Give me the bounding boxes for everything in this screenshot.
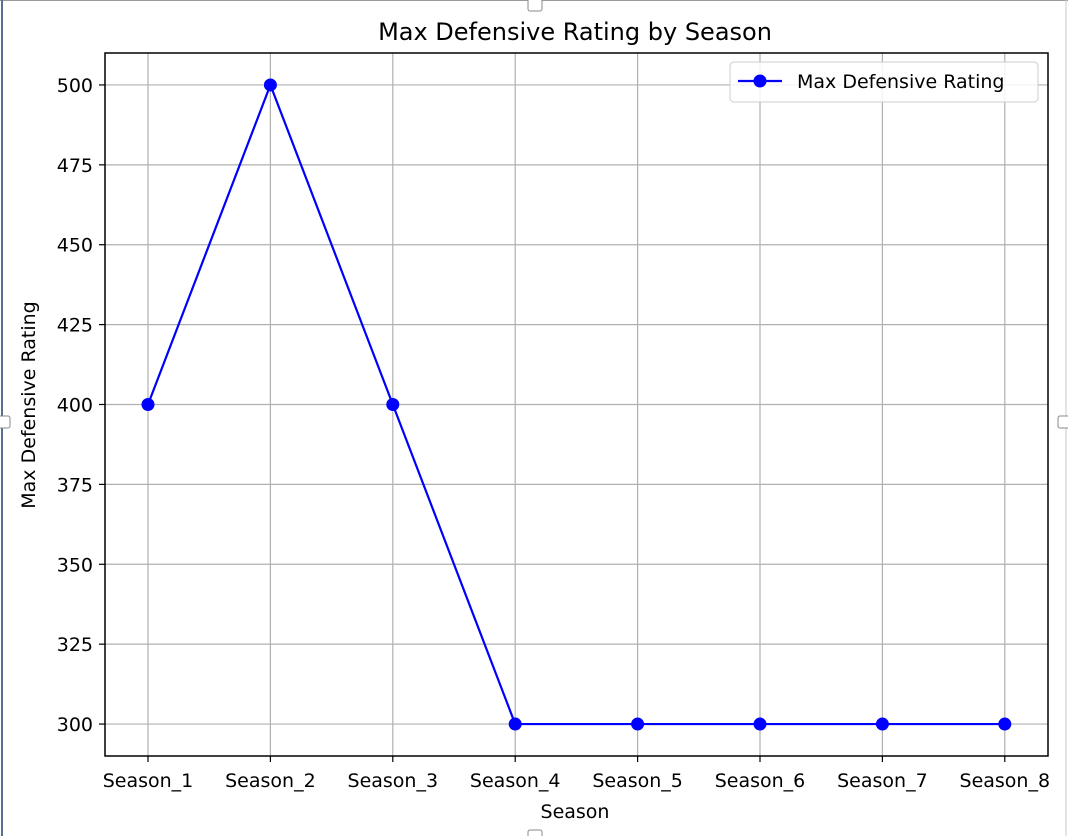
x-tick-label: Season_4 bbox=[470, 770, 561, 792]
legend-marker-sample bbox=[753, 74, 767, 88]
y-tick-label: 475 bbox=[57, 155, 93, 177]
series-line bbox=[146, 81, 1005, 726]
resize-handle-top[interactable] bbox=[527, 0, 543, 12]
resize-handle-right[interactable] bbox=[1057, 415, 1068, 429]
data-point bbox=[875, 717, 889, 731]
gridlines bbox=[105, 53, 1048, 756]
legend-label: Max Defensive Rating bbox=[797, 71, 1004, 93]
x-tick-label: Season_3 bbox=[348, 770, 439, 792]
x-tick-label: Season_1 bbox=[103, 770, 194, 792]
chart-title: Max Defensive Rating by Season bbox=[378, 18, 772, 46]
y-tick-label: 450 bbox=[57, 235, 93, 257]
legend-box bbox=[729, 61, 1039, 103]
x-tick-label: Season_6 bbox=[715, 770, 806, 792]
x-tick-label: Season_5 bbox=[592, 770, 683, 792]
y-axis-title: Max Defensive Rating bbox=[18, 301, 40, 508]
y-tick-label: 325 bbox=[57, 634, 93, 656]
y-tick-label: 375 bbox=[57, 474, 93, 496]
data-point bbox=[631, 717, 645, 731]
x-tick-label: Season_7 bbox=[837, 770, 928, 792]
y-tick-label: 425 bbox=[57, 315, 93, 337]
data-point bbox=[141, 398, 155, 411]
series-layer bbox=[141, 78, 1012, 731]
y-tick-label: 300 bbox=[57, 714, 93, 736]
y-tick-label: 350 bbox=[57, 554, 93, 576]
data-point bbox=[998, 717, 1012, 731]
data-point bbox=[263, 78, 277, 92]
data-point bbox=[386, 398, 400, 411]
x-axis: Season_1 Season_2 Season_3 Season_4 Season_5… bbox=[103, 756, 1050, 792]
resize-handle-left[interactable] bbox=[0, 415, 11, 429]
y-axis: 300 325 350 375 400 425 450 475 500 bbox=[57, 75, 105, 736]
y-tick-label: 400 bbox=[57, 395, 93, 417]
data-point bbox=[753, 717, 767, 731]
x-tick-label: Season_8 bbox=[960, 770, 1051, 792]
y-tick-label: 500 bbox=[57, 75, 93, 97]
data-point bbox=[508, 717, 522, 731]
legend: Max Defensive Rating bbox=[729, 61, 1039, 103]
x-axis-title: Season bbox=[541, 801, 610, 823]
x-tick-label: Season_2 bbox=[225, 770, 316, 792]
resize-handle-bottom[interactable] bbox=[527, 829, 543, 839]
